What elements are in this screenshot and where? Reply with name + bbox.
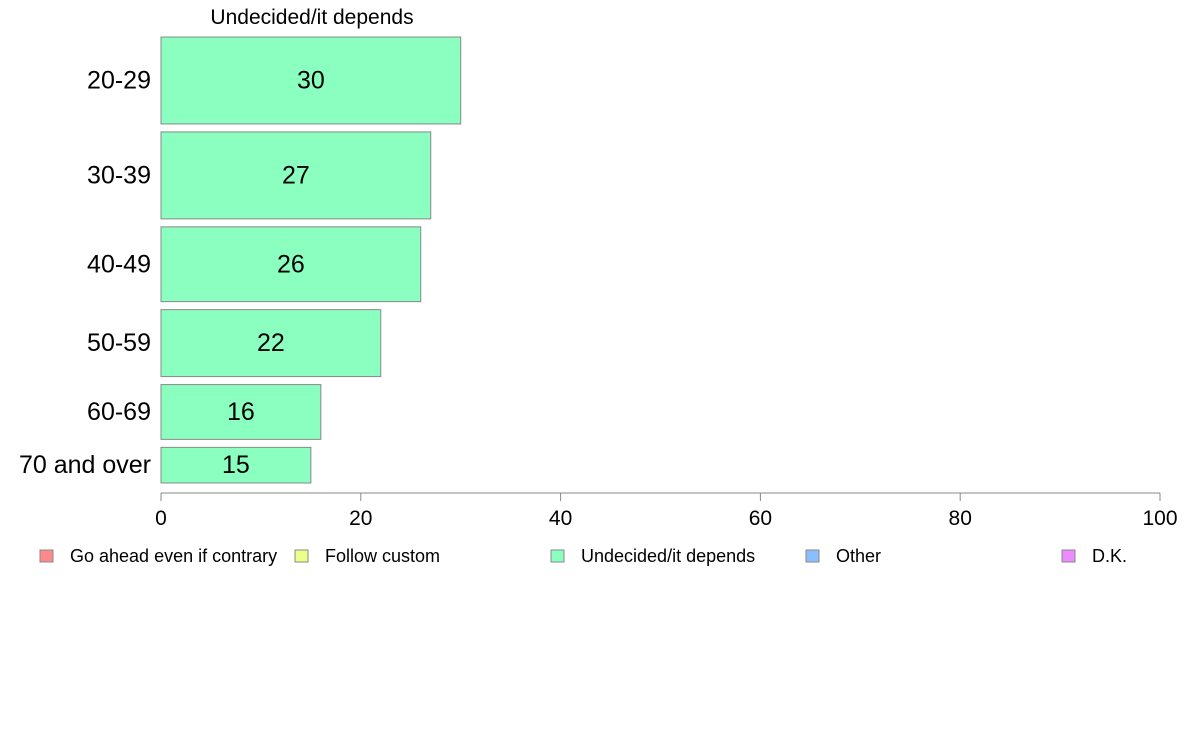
- panel-title: Undecided/it depends: [210, 6, 413, 29]
- x-tick-label: 100: [1142, 507, 1177, 530]
- x-tick-label: 80: [949, 507, 972, 530]
- bar-50-59: [160, 309, 382, 378]
- bar-30-39: [160, 131, 432, 220]
- legend-swatch: [805, 549, 820, 563]
- bar-20-29: [160, 36, 462, 125]
- bar-70-and-over: [160, 446, 312, 484]
- legend: Go ahead even if contrary Follow custom Un…: [39, 546, 1127, 566]
- data-label: 27: [282, 161, 310, 189]
- category-label: 50-59: [87, 329, 151, 357]
- bar-60-69: [160, 384, 322, 440]
- x-tick-label: 20: [349, 507, 372, 530]
- legend-label: Go ahead even if contrary: [70, 546, 277, 566]
- legend-swatch: [39, 549, 54, 563]
- x-tick-label: 60: [749, 507, 772, 530]
- legend-label: Follow custom: [325, 546, 440, 566]
- category-label: 20-29: [87, 66, 151, 94]
- data-label: 26: [277, 250, 305, 278]
- category-label: 70 and over: [19, 451, 151, 479]
- legend-swatch: [1061, 549, 1076, 563]
- category-label: 60-69: [87, 398, 151, 426]
- bar-40-49: [160, 226, 422, 303]
- data-label: 15: [222, 451, 250, 479]
- bars: 20-29 30 30-39 27 40-49 26 50-59 22 60-69 16 70 an…: [19, 36, 462, 484]
- legend-label: D.K.: [1092, 546, 1127, 566]
- legend-label: Undecided/it depends: [581, 546, 755, 566]
- x-tick-label: 40: [549, 507, 572, 530]
- data-label: 22: [257, 329, 285, 357]
- x-tick-label: 0: [155, 507, 167, 530]
- category-label: 40-49: [87, 250, 151, 278]
- category-label: 30-39: [87, 161, 151, 189]
- legend-swatch: [294, 549, 309, 563]
- data-label: 16: [227, 398, 255, 426]
- x-axis: 0 20 40 60 80 100: [155, 492, 1178, 530]
- legend-label: Other: [836, 546, 881, 566]
- legend-swatch: [550, 549, 565, 563]
- data-label: 30: [297, 66, 325, 94]
